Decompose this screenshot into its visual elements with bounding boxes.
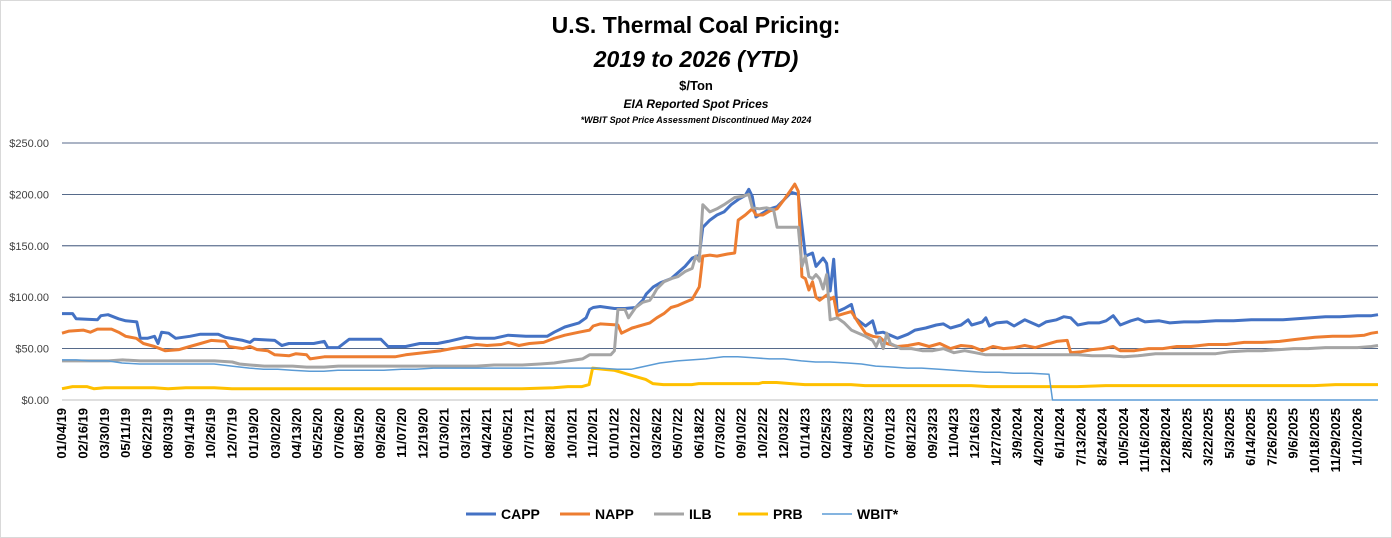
chart-note: *WBIT Spot Price Assessment Discontinued… [580, 115, 812, 125]
x-tick-label: 09/23/23 [925, 408, 940, 459]
x-tick-label: 07/17/21 [521, 408, 536, 459]
y-tick-label: $250.00 [9, 138, 49, 150]
x-tick-label: 05/11/19 [118, 408, 133, 458]
legend-label-capp: CAPP [501, 506, 540, 522]
x-tick-label: 7/13/2024 [1073, 407, 1088, 466]
x-tick-label: 09/10/22 [734, 408, 749, 459]
x-tick-label: 01/01/22 [606, 408, 621, 459]
x-tick-label: 2/8/2025 [1179, 408, 1194, 459]
x-tick-label: 03/02/20 [268, 408, 283, 459]
x-tick-label: 08/28/21 [543, 408, 558, 459]
x-tick-label: 05/07/22 [670, 408, 685, 459]
x-tick-label: 08/15/20 [352, 408, 367, 459]
x-tick-label: 08/12/23 [904, 408, 919, 459]
gridlines [62, 142, 1378, 401]
x-tick-label: 8/24/2024 [1095, 407, 1110, 466]
series-line-prb [61, 366, 1378, 391]
y-tick-label: $200.00 [9, 189, 49, 201]
x-tick-label: 03/30/19 [97, 408, 112, 459]
x-tick-label: 10/5/2024 [1116, 407, 1131, 466]
x-tick-label: 10/22/22 [755, 408, 770, 459]
x-tick-label: 06/18/22 [691, 408, 706, 459]
x-tick-label: 11/20/21 [585, 408, 600, 458]
series-line-wbit [62, 356, 1378, 401]
x-tick-label: 08/03/19 [161, 408, 176, 459]
chart-title: U.S. Thermal Coal Pricing: [551, 12, 841, 38]
x-tick-label: 01/14/23 [797, 408, 812, 459]
x-tick-label: 09/26/20 [373, 408, 388, 459]
legend: CAPP NAPP ILB PRB WBIT* [466, 506, 899, 522]
x-tick-label: 02/12/22 [628, 408, 643, 459]
x-tick-label: 03/26/22 [649, 408, 664, 459]
x-tick-label: 11/07/20 [394, 408, 409, 458]
x-tick-label: 12/19/20 [415, 408, 430, 459]
x-tick-label: 10/10/21 [564, 408, 579, 459]
x-tick-label: 07/06/20 [331, 408, 346, 459]
x-tick-label: 03/13/21 [458, 408, 473, 459]
x-tick-label: 12/28/2024 [1158, 407, 1173, 473]
x-tick-label: 9/6/2025 [1286, 408, 1301, 459]
x-tick-label: 10/18/2025 [1307, 408, 1322, 473]
x-tick-label: 06/05/21 [500, 408, 515, 459]
y-axis-ticks: $0.00 $50.00 $100.00 $150.00 $200.00 $250.00 [9, 138, 49, 407]
x-axis-ticks: 01/04/19 02/16/19 03/30/19 05/11/19 06/22/19… [54, 407, 1364, 473]
chart-title-years: 2019 to 2026 (YTD) [593, 46, 799, 72]
y-tick-label: $150.00 [9, 241, 49, 253]
x-tick-label: 11/16/2024 [1137, 407, 1152, 472]
x-tick-label: 12/03/22 [776, 408, 791, 459]
x-tick-label: 04/08/23 [840, 408, 855, 459]
x-tick-label: 5/3/2025 [1222, 408, 1237, 459]
x-tick-label: 01/30/21 [437, 408, 452, 459]
legend-label-wbit: WBIT* [857, 506, 899, 522]
x-tick-label: 4/20/2024 [1031, 407, 1046, 466]
legend-label-napp: NAPP [595, 506, 634, 522]
y-tick-label: $50.00 [15, 344, 49, 356]
x-tick-label: 02/25/23 [819, 408, 834, 459]
x-tick-label: 07/30/22 [713, 408, 728, 459]
x-tick-label: 1/27/2024 [988, 407, 1003, 466]
x-tick-label: 12/07/19 [224, 408, 239, 459]
x-tick-label: 04/24/21 [479, 408, 494, 459]
x-tick-label: 11/29/2025 [1328, 408, 1343, 472]
x-tick-label: 11/04/23 [946, 408, 961, 458]
x-tick-label: 06/22/19 [139, 408, 154, 459]
x-tick-label: 12/16/23 [967, 408, 982, 459]
series-line-ilb [62, 192, 1379, 369]
chart-unit: $/Ton [679, 78, 713, 93]
x-tick-label: 3/22/2025 [1201, 408, 1216, 466]
x-tick-label: 1/10/2026 [1349, 408, 1364, 466]
x-tick-label: 3/9/2024 [1010, 407, 1025, 458]
chart-source: EIA Reported Spot Prices [623, 97, 769, 111]
series-line-napp [61, 182, 1379, 361]
legend-label-prb: PRB [773, 506, 803, 522]
x-tick-label: 09/14/19 [182, 408, 197, 459]
series-line-capp [62, 187, 1379, 350]
x-tick-label: 6/14/2025 [1243, 408, 1258, 466]
x-tick-label: 6/1/2024 [1052, 407, 1067, 458]
y-tick-label: $100.00 [9, 292, 49, 304]
x-tick-label: 05/20/23 [861, 408, 876, 459]
series-lines [61, 182, 1379, 401]
x-tick-label: 10/26/19 [203, 408, 218, 459]
legend-label-ilb: ILB [689, 506, 712, 522]
x-tick-label: 05/25/20 [310, 408, 325, 459]
x-tick-label: 01/19/20 [246, 408, 261, 459]
x-tick-label: 07/01/23 [882, 408, 897, 459]
x-tick-label: 04/13/20 [289, 408, 304, 459]
x-tick-label: 7/26/2025 [1264, 408, 1279, 466]
y-tick-label: $0.00 [21, 395, 49, 407]
x-tick-label: 02/16/19 [76, 408, 91, 459]
x-tick-label: 01/04/19 [54, 408, 69, 459]
